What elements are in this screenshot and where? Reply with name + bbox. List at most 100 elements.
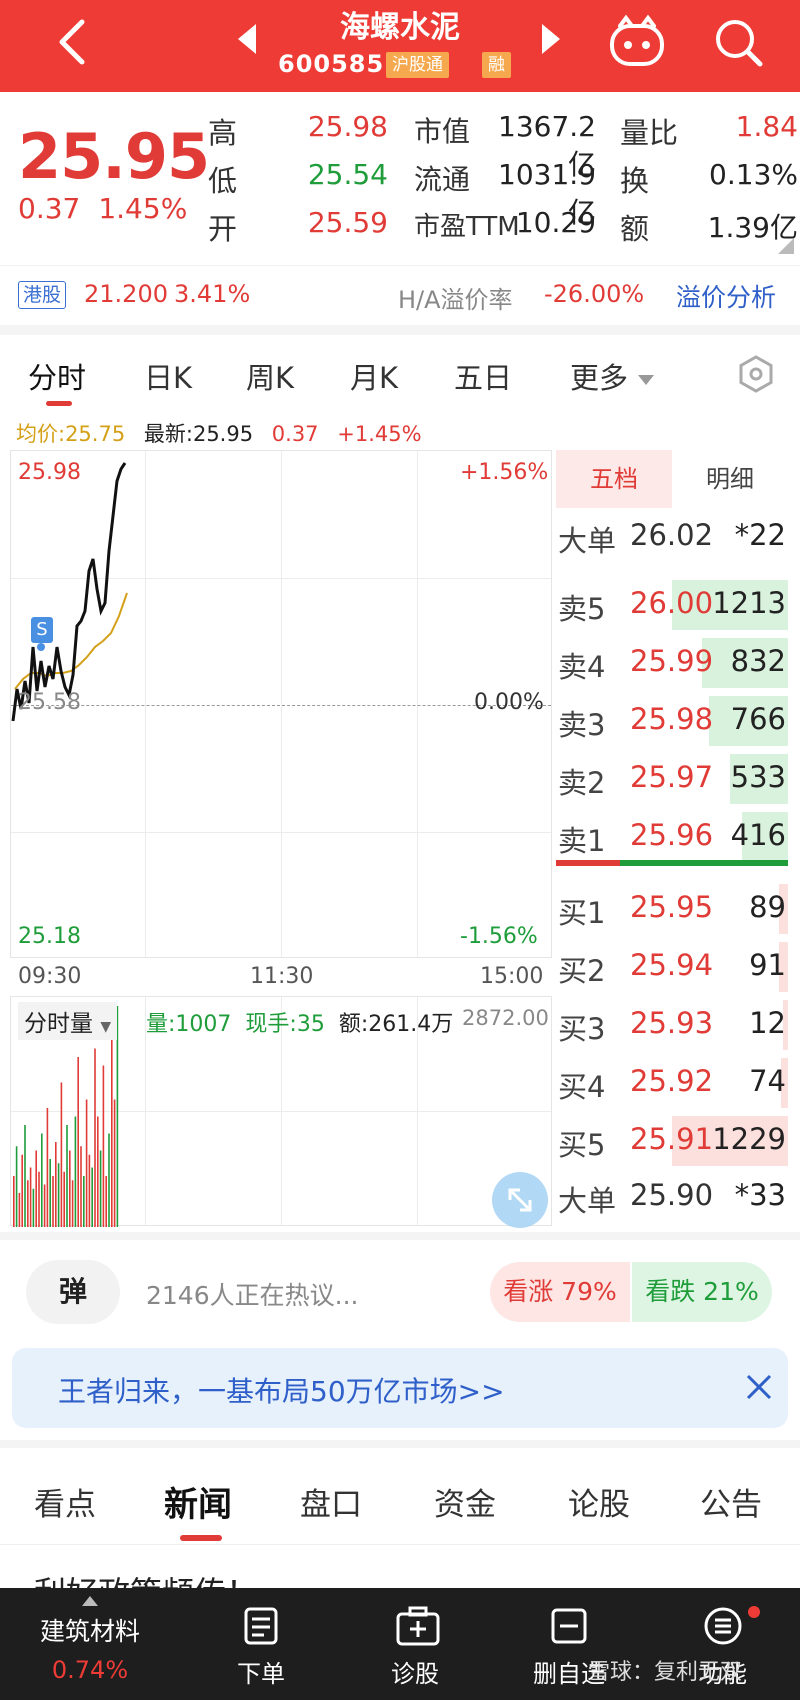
volume-bar <box>18 1193 21 1227</box>
bid-row[interactable]: 买4 25.92 74 <box>556 1054 788 1112</box>
discussion-row: 弹 2146人正在热议... 看涨 79% 看跌 21% <box>0 1250 800 1330</box>
big-buy-label: 大单 <box>558 1184 617 1218</box>
ask-volume-bar <box>709 696 788 746</box>
ask-price: 26.00 <box>630 586 714 620</box>
tab-daily-k[interactable]: 日K <box>144 361 193 395</box>
tab-five-day[interactable]: 五日 <box>454 361 513 395</box>
volume-bar <box>38 1171 40 1227</box>
y-bottom-label: 25.18 <box>18 924 81 949</box>
low-value: 25.54 <box>307 158 388 191</box>
caret-up-icon <box>82 1596 98 1606</box>
ask-price: 25.97 <box>630 760 714 794</box>
tab-announcements[interactable]: 公告 <box>700 1487 762 1523</box>
caret-down-icon: ▼ <box>100 1019 112 1035</box>
volume-bar <box>97 1116 99 1227</box>
volume-bar <box>99 1150 102 1227</box>
hk-share-row[interactable]: 港股 21.200 3.41% H/A溢价率 -26.00% 溢价分析 <box>0 265 800 325</box>
prev-stock-icon[interactable] <box>236 22 258 56</box>
chart-tabs: 分时 日K 周K 月K 五日 更多 <box>0 335 800 407</box>
signal-marker[interactable]: S <box>31 617 53 643</box>
back-icon[interactable] <box>48 14 98 70</box>
tab-five-levels[interactable]: 五档 <box>556 450 672 508</box>
ask-volume-bar <box>702 638 788 688</box>
remove-watchlist-button[interactable]: 删自选 <box>494 1588 644 1700</box>
hk-price: 21.200 <box>84 280 168 308</box>
volume-bar <box>69 1150 71 1227</box>
latest-change: 0.37 <box>271 422 319 446</box>
close-icon[interactable] <box>742 1370 776 1404</box>
volume-amount: 额:261.4万 <box>338 1012 454 1037</box>
volume-selector[interactable]: 分时量 ▼ <box>18 1002 118 1040</box>
document-icon <box>244 1607 278 1645</box>
tab-market[interactable]: 盘口 <box>300 1487 362 1523</box>
ask-row[interactable]: 卖2 25.97 533 <box>556 750 788 808</box>
tab-news[interactable]: 新闻 <box>164 1485 232 1525</box>
ask-price: 25.96 <box>630 818 714 852</box>
next-stock-icon[interactable] <box>540 22 562 56</box>
tab-more[interactable]: 更多 <box>570 355 655 397</box>
volume-chart[interactable] <box>10 996 552 1227</box>
big-sell-label: 大单 <box>558 524 617 558</box>
divider <box>0 1232 800 1240</box>
snowball-face-icon[interactable] <box>606 12 668 72</box>
tab-weekly-k[interactable]: 周K <box>246 361 295 395</box>
amount-value: 1.39亿 <box>707 211 798 244</box>
order-button[interactable]: 下单 <box>186 1588 336 1700</box>
promo-banner[interactable]: 王者归来，一基布局50万亿市场>> <box>12 1348 788 1428</box>
bid-row[interactable]: 买2 25.94 91 <box>556 938 788 996</box>
tab-intraday[interactable]: 分时 <box>28 361 87 395</box>
volume-bar <box>55 1142 57 1227</box>
settings-hex-icon[interactable] <box>736 354 776 394</box>
turnover-value: 0.13% <box>709 158 798 191</box>
bullish-button[interactable]: 看涨 79% <box>490 1262 630 1322</box>
premium-analysis-link[interactable]: 溢价分析 <box>676 283 777 312</box>
bearish-button[interactable]: 看跌 21% <box>632 1262 772 1322</box>
watermark: 雪球：复利无双 <box>588 1660 743 1685</box>
ask-volume-bar <box>672 580 788 630</box>
bid-volume-bar <box>672 1116 788 1166</box>
ask-label: 卖2 <box>558 766 606 800</box>
big-sell-row: 大单 26.02 *22 <box>556 508 788 566</box>
bid-row[interactable]: 买1 25.95 89 <box>556 880 788 938</box>
bid-row[interactable]: 买3 25.93 12 <box>556 996 788 1054</box>
ask-row[interactable]: 卖3 25.98 766 <box>556 692 788 750</box>
signal-dot <box>37 643 45 651</box>
hk-pct: 3.41% <box>174 280 251 308</box>
search-icon[interactable] <box>710 12 766 72</box>
volume-bar <box>29 1167 32 1227</box>
volume-bar <box>46 1108 49 1227</box>
ask-label: 卖1 <box>558 824 606 858</box>
tab-discuss[interactable]: 论股 <box>568 1487 630 1523</box>
open-value: 25.59 <box>307 206 388 239</box>
tab-details[interactable]: 明细 <box>706 465 754 493</box>
baseline <box>11 705 551 706</box>
bid-volume-bar <box>783 1000 788 1050</box>
pe-label: 市盈TTM <box>414 212 520 242</box>
ask-row[interactable]: 卖5 26.00 1213 <box>556 576 788 634</box>
tab-monthly-k[interactable]: 月K <box>350 361 399 395</box>
bid-volume-bar <box>779 884 788 934</box>
volume-bar <box>111 1040 113 1227</box>
sector-button[interactable]: 建筑材料 0.74% <box>0 1588 180 1700</box>
fullscreen-button[interactable] <box>492 1172 548 1228</box>
danmaku-button[interactable]: 弹 <box>26 1260 120 1324</box>
minus-box-icon <box>551 1608 587 1644</box>
volume-bar <box>116 1006 119 1227</box>
ask-label: 卖5 <box>558 592 606 626</box>
discussion-count[interactable]: 2146人正在热议... <box>146 1281 359 1310</box>
functions-button[interactable]: 功能 <box>648 1588 798 1700</box>
low-label: 低 <box>208 164 238 198</box>
tab-capital[interactable]: 资金 <box>434 1487 496 1523</box>
diagnose-button[interactable]: 诊股 <box>340 1588 490 1700</box>
volume-selector-label: 分时量 <box>24 1011 93 1037</box>
ask-row[interactable]: 卖4 25.99 832 <box>556 634 788 692</box>
expand-corner-icon[interactable] <box>778 238 794 254</box>
notification-dot <box>748 1606 760 1618</box>
ask-row[interactable]: 卖1 25.96 416 <box>556 808 788 866</box>
big-buy-row: 大单 25.90 *33 <box>556 1168 788 1226</box>
tab-highlights[interactable]: 看点 <box>34 1487 96 1523</box>
bid-row[interactable]: 买5 25.91 1229 <box>556 1112 788 1170</box>
mcap-value: 1367.2亿 <box>498 110 596 181</box>
intraday-chart[interactable]: S <box>10 450 552 958</box>
divider <box>0 1440 800 1448</box>
